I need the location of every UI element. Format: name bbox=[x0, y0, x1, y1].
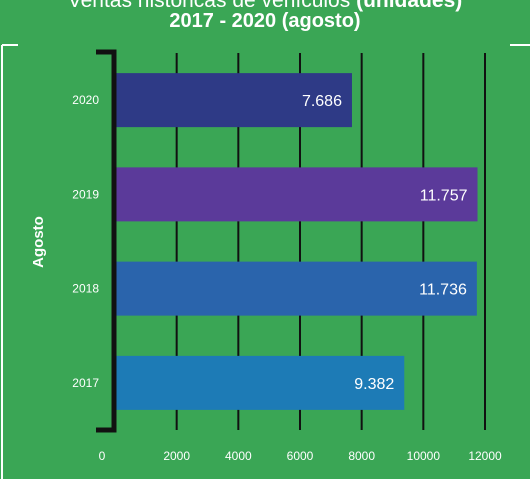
bars-group: 7.686 11.757 11.736 9.382 bbox=[115, 73, 478, 410]
chart-title-unit: (unidades) bbox=[356, 0, 463, 12]
bar bbox=[115, 73, 352, 128]
bar bbox=[115, 261, 477, 316]
bar-value-label: 11.757 bbox=[420, 187, 468, 204]
x-tick-label: 4000 bbox=[225, 449, 252, 463]
x-tick-label: 6000 bbox=[287, 449, 314, 463]
category-label: 2019 bbox=[72, 187, 99, 201]
y-axis-label: Agosto bbox=[30, 216, 47, 268]
category-labels: 2020 2019 2018 2017 bbox=[72, 93, 99, 390]
x-tick-label: 12000 bbox=[468, 449, 502, 463]
chart-title: Ventas históricas de vehículos (unidades… bbox=[0, 0, 530, 13]
x-tick-label: 8000 bbox=[348, 449, 375, 463]
chart-subtitle: 2017 - 2020 (agosto) bbox=[169, 10, 361, 32]
chart-title-prefix: Ventas históricas de vehículos bbox=[67, 0, 357, 12]
bar-value-label: 9.382 bbox=[354, 376, 394, 393]
x-tick-label: 10000 bbox=[407, 449, 441, 463]
bar-value-label: 7.686 bbox=[302, 93, 342, 110]
x-tick-label: 0 bbox=[99, 449, 106, 463]
category-label: 2018 bbox=[72, 282, 99, 296]
x-tick-label: 2000 bbox=[163, 449, 190, 463]
bar bbox=[115, 167, 478, 222]
x-tick-labels: 0 2000 4000 6000 8000 10000 12000 bbox=[99, 449, 502, 463]
bar-value-label: 11.736 bbox=[419, 282, 467, 299]
y-axis-bracket bbox=[96, 49, 117, 433]
bar bbox=[115, 355, 405, 410]
category-label: 2017 bbox=[72, 376, 99, 390]
category-label: 2020 bbox=[72, 93, 99, 107]
